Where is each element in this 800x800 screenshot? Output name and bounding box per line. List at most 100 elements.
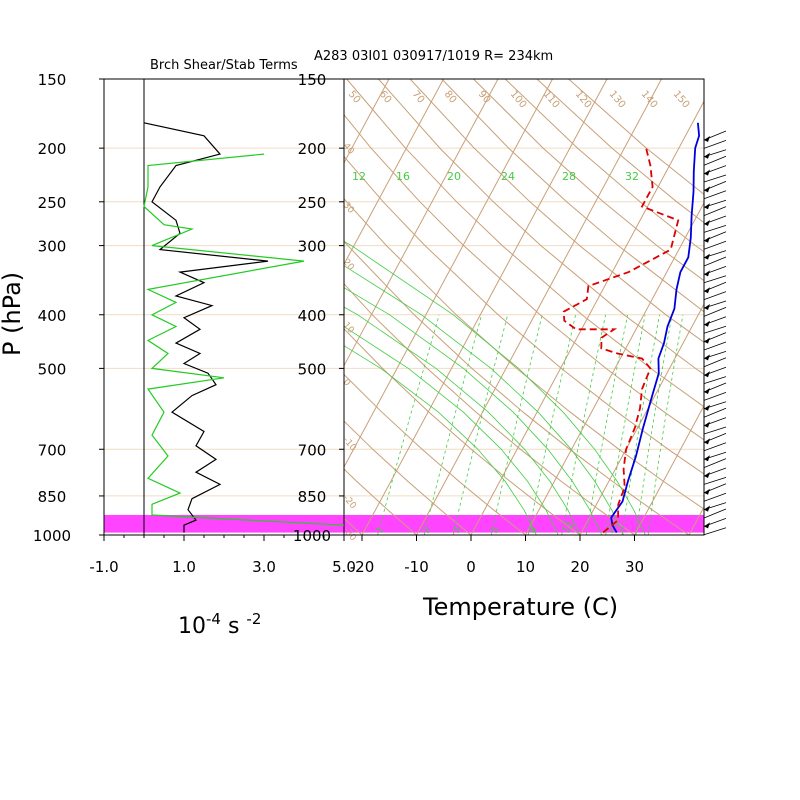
dewpoint-line — [562, 147, 680, 534]
wind-barb — [703, 256, 727, 267]
skewt-background-labels: 50 60 70 80 90 100 110 120 130 140 150403020100-10… — [341, 89, 692, 544]
wind-barb-flag — [704, 320, 710, 327]
wind-barb-flag — [704, 220, 710, 226]
moist-adiabat — [344, 326, 559, 535]
y-tick-label: 150 — [298, 71, 327, 89]
y-tick-label: 1000 — [293, 527, 331, 545]
wind-barb — [703, 140, 727, 149]
y-tick-label: 200 — [38, 140, 67, 158]
theta-label: 140 — [639, 89, 660, 111]
theta-label: 130 — [607, 89, 628, 111]
y-tick-label: 1000 — [33, 527, 71, 545]
wind-barb-flag — [704, 236, 710, 243]
temperature-line — [610, 122, 701, 534]
isotherm — [525, 201, 704, 535]
y-tick-label: 250 — [38, 194, 67, 212]
dry-adiabat — [344, 113, 704, 441]
isotherm — [470, 100, 704, 535]
wind-barb-flag — [704, 304, 710, 310]
y-tick-label: 400 — [38, 307, 67, 325]
wind-barb — [703, 325, 727, 334]
data-series — [143, 122, 701, 534]
wind-barb — [703, 206, 727, 216]
stability-axis-label: 10-4 s -2 — [178, 610, 261, 639]
isotherm — [634, 404, 704, 535]
isotherm — [344, 79, 444, 266]
mixing-ratio-line — [585, 314, 628, 535]
isotherm — [344, 79, 390, 164]
bottom-label: 1 — [375, 526, 387, 536]
wind-barb-flag — [704, 472, 710, 478]
dry-adiabat — [344, 283, 635, 535]
wind-barb — [703, 291, 727, 300]
theta-label: 150 — [671, 89, 692, 111]
wind-barb — [703, 307, 727, 317]
wind-barb-flag — [704, 270, 710, 277]
bottom-label: 5 — [490, 526, 502, 536]
left-panel-title: Brch Shear/Stab Terms — [150, 58, 298, 73]
wind-barb-flag — [704, 421, 710, 428]
mixing-ratio-line — [452, 314, 509, 535]
y-tick-label: 150 — [38, 71, 67, 89]
dry-adiabat — [504, 79, 704, 253]
wind-barb — [703, 376, 727, 384]
theta-label: 110 — [541, 89, 562, 111]
mixing-ratio-label: 16 — [396, 170, 410, 183]
isotherm — [579, 303, 704, 535]
mixing-ratio-line — [561, 314, 606, 535]
isotherm — [344, 79, 553, 469]
dry-adiabat — [346, 79, 704, 408]
isotherm — [416, 79, 662, 535]
wind-barb — [703, 426, 727, 435]
mixing-ratio-line — [647, 314, 684, 535]
y-axis-label: P (hPa) — [0, 272, 26, 356]
mixing-ratio-label: 24 — [501, 170, 515, 183]
dry-adiabat — [473, 79, 704, 282]
dry-adiabat — [344, 373, 526, 535]
isotherm — [0, 79, 226, 535]
skewt-background-lines — [0, 79, 704, 535]
isotherm — [35, 79, 280, 535]
wind-barb — [703, 492, 727, 502]
wind-barb — [703, 508, 727, 519]
wind-barb — [703, 407, 727, 418]
y-tick-label: 300 — [298, 238, 327, 256]
mixing-ratio-label: 32 — [625, 170, 639, 183]
theta-label: 70 — [410, 89, 427, 106]
x-tick-label: 5.0 — [332, 558, 356, 576]
wind-barb-flag — [704, 488, 710, 495]
wind-barb-flag — [704, 169, 710, 176]
temperature-axis-label: Temperature (C) — [422, 593, 618, 621]
theta-label: 50 — [346, 89, 363, 106]
mixing-ratio-line — [527, 314, 576, 535]
temperature-tick-label: -20 — [350, 558, 375, 576]
y-tick-label: 200 — [298, 140, 327, 158]
y-tick-label: 300 — [38, 238, 67, 256]
dry-adiabat — [409, 79, 704, 343]
wind-barb-flag — [704, 371, 710, 378]
bottom-label: 12 — [562, 521, 576, 536]
x-tick-label: -1.0 — [89, 558, 118, 576]
dry-adiabat — [344, 197, 704, 510]
theta-low-label: 20 — [341, 258, 356, 273]
x-tick-label: 3.0 — [252, 558, 276, 576]
wind-barb — [703, 174, 727, 183]
temperature-tick-label: 10 — [516, 558, 535, 576]
wind-barb-flag — [704, 287, 710, 294]
y-tick-label: 850 — [298, 488, 327, 506]
moist-adiabat — [344, 345, 537, 535]
dry-adiabat — [378, 79, 704, 375]
wind-barb — [703, 442, 727, 452]
isotherm — [344, 79, 499, 367]
moist-adiabat — [344, 241, 646, 535]
temperature-tick-label: 20 — [570, 558, 589, 576]
wind-barb-flag — [704, 253, 710, 260]
theta-low-label: 0 — [341, 378, 353, 389]
wind-barb-flag — [704, 354, 710, 361]
dry-adiabat — [344, 328, 581, 535]
moist-adiabat — [344, 265, 624, 535]
theta-low-label: -10 — [341, 436, 358, 454]
wind-barb-flag — [704, 388, 710, 394]
